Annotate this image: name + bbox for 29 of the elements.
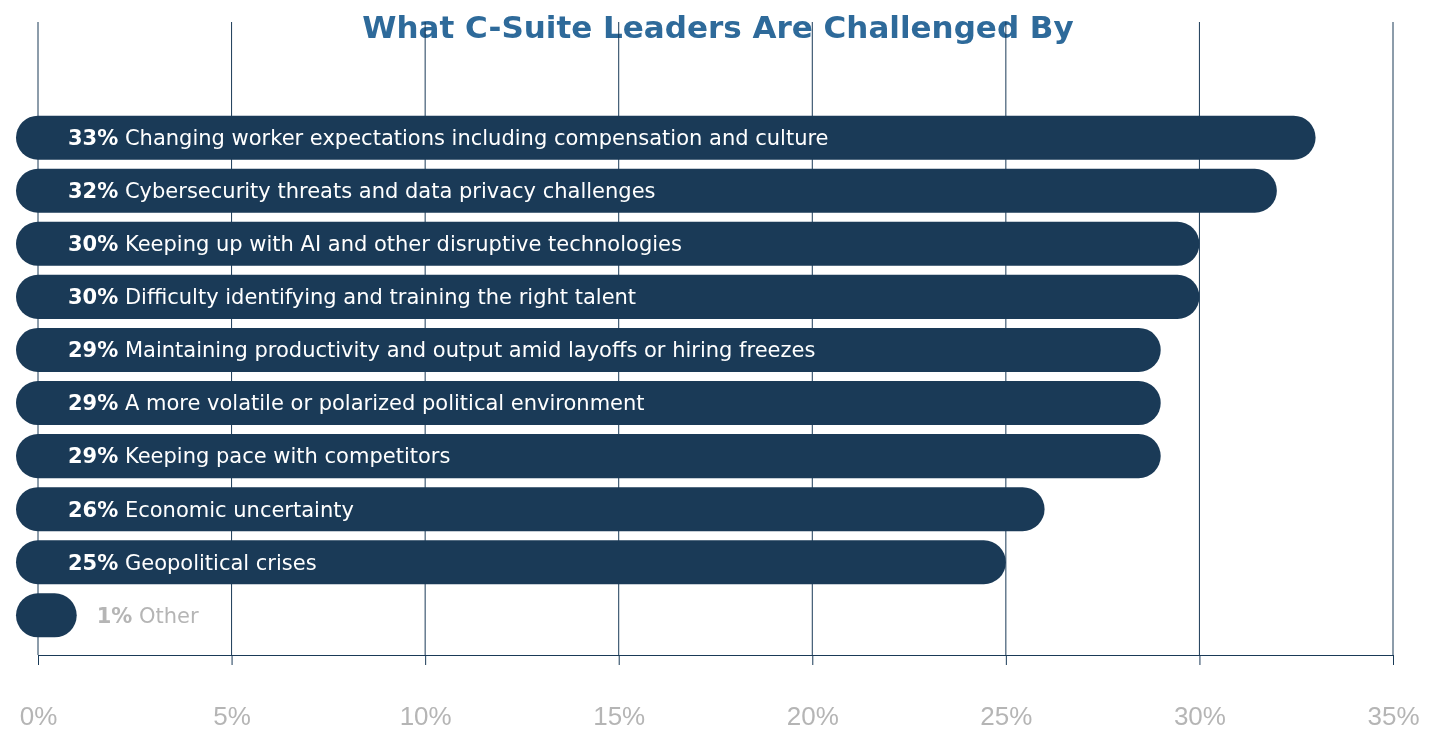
y-tick-label: Cybersecurity threats and data privacy challenges: [118, 179, 656, 204]
data-label: 1%: [96, 603, 133, 628]
data-label: 29%: [68, 444, 119, 469]
data-label: 30%: [68, 232, 119, 257]
y-tick-label: Other: [132, 603, 200, 628]
x-tick-label: 10%: [399, 701, 452, 731]
data-label: 25%: [68, 550, 119, 575]
x-tick-label: 30%: [1173, 701, 1226, 731]
y-tick-label: Geopolitical crises: [118, 550, 317, 575]
x-tick-label: 5%: [213, 701, 251, 731]
y-tick-label: A more volatile or polarized political environment: [118, 391, 645, 416]
y-tick-label: Economic uncertainty: [118, 497, 354, 522]
y-tick-label: Keeping pace with competitors: [118, 444, 451, 469]
data-label: 26%: [68, 497, 119, 522]
x-tick-label: 35%: [1367, 701, 1420, 731]
x-tick-label: 15%: [593, 701, 646, 731]
x-tick-label: 25%: [980, 701, 1033, 731]
y-tick-label: Keeping up with AI and other disruptive technologies: [118, 232, 682, 257]
chart-title: What C-Suite Leaders Are Challenged By: [362, 9, 1074, 45]
data-label: 32%: [68, 179, 119, 204]
x-tick-label: 20%: [786, 701, 839, 731]
data-label: 33%: [68, 126, 119, 151]
y-tick-label: Changing worker expectations including compensation and culture: [118, 126, 829, 151]
data-label: 30%: [68, 285, 119, 310]
y-tick-label: Maintaining productivity and output amid layoffs or hiring freezes: [118, 338, 816, 363]
x-tick-label: 0%: [19, 701, 58, 731]
data-label: 29%: [68, 391, 119, 416]
y-tick-label: Difficulty identifying and training the right talent: [118, 285, 637, 310]
data-label: 29%: [68, 338, 119, 363]
